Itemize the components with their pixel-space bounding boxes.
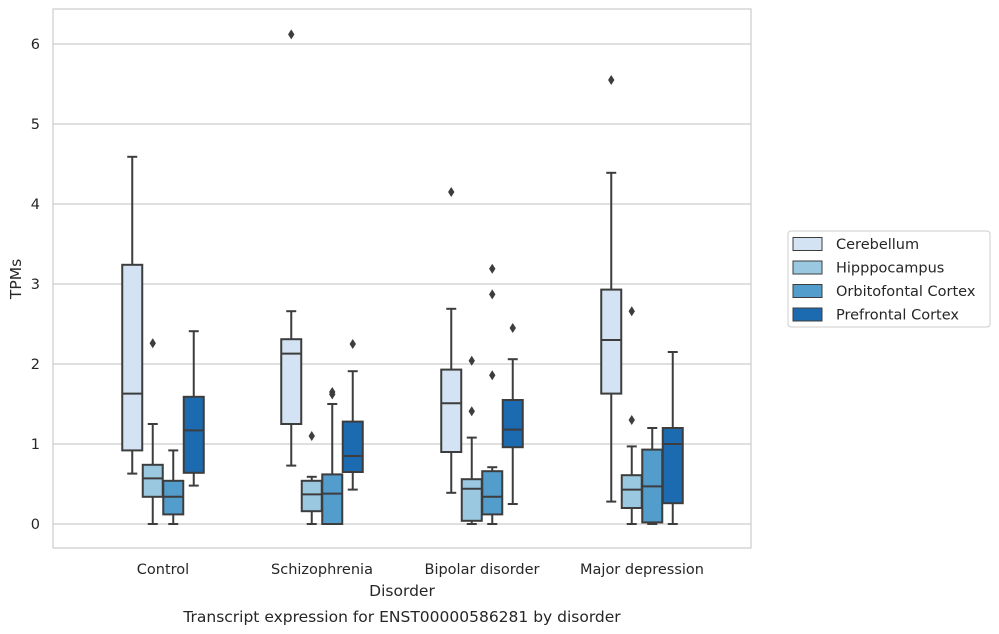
y-axis-label: TPMs xyxy=(7,259,25,300)
outlier-point xyxy=(628,415,635,425)
box xyxy=(440,187,463,494)
legend-swatch xyxy=(792,307,823,322)
y-tick-label: 6 xyxy=(31,37,40,53)
y-tick-label: 0 xyxy=(31,517,40,533)
box xyxy=(600,75,623,503)
box xyxy=(341,339,364,491)
box xyxy=(280,29,303,467)
outlier-point xyxy=(509,323,516,333)
x-tick-label: Bipolar disorder xyxy=(425,562,540,578)
box-body xyxy=(460,478,483,522)
box-body xyxy=(501,399,524,449)
legend-label: Hipppocampus xyxy=(836,261,944,277)
box-body xyxy=(280,338,303,426)
x-axis-label: Disorder xyxy=(369,582,435,600)
legend: Cerebellum Hipppocampus Orbitofontal Corte… xyxy=(787,230,991,328)
box-body xyxy=(341,420,364,474)
outlier-point xyxy=(308,431,315,441)
box xyxy=(321,387,344,525)
plot-area-frame xyxy=(52,8,752,549)
outlier-point xyxy=(489,370,496,381)
box-body xyxy=(661,427,684,505)
box-body xyxy=(121,263,144,452)
box-body xyxy=(321,473,344,525)
outlier-point xyxy=(448,187,455,197)
box xyxy=(121,155,144,475)
box xyxy=(501,323,524,505)
box-body xyxy=(440,368,463,454)
outlier-point xyxy=(489,289,496,300)
outlier-point xyxy=(329,387,336,397)
box xyxy=(661,351,684,525)
series-orbitofontal-cortex xyxy=(162,263,664,525)
legend-swatch xyxy=(792,284,823,298)
box-body xyxy=(481,470,504,516)
series-hipppocampus xyxy=(141,306,643,525)
outlier-point xyxy=(608,75,615,85)
y-tick-label: 2 xyxy=(31,357,40,373)
legend-label: Orbitofontal Cortex xyxy=(836,284,976,300)
box xyxy=(182,330,205,487)
chart-caption: Transcript expression for ENST0000058628… xyxy=(182,608,621,626)
x-tick-label: Major depression xyxy=(580,562,704,578)
y-tick-label: 4 xyxy=(31,197,40,213)
gridlines xyxy=(53,43,751,525)
y-tick-label: 5 xyxy=(31,117,40,133)
outlier-point xyxy=(489,263,496,274)
outlier-point xyxy=(149,338,156,349)
x-axis-ticks: Control Schizophrenia Bipolar disorder Majo… xyxy=(137,562,704,578)
legend-swatch xyxy=(792,237,823,251)
box-series xyxy=(121,29,684,525)
box-body xyxy=(300,479,323,513)
box xyxy=(460,355,483,525)
box-body xyxy=(600,288,623,395)
outlier-point xyxy=(468,355,475,366)
outlier-point xyxy=(468,406,475,417)
box xyxy=(300,431,323,525)
box xyxy=(141,338,164,525)
box xyxy=(481,263,504,525)
y-tick-label: 1 xyxy=(31,437,40,453)
x-tick-label: Control xyxy=(137,562,189,578)
box xyxy=(162,449,185,525)
y-tick-label: 3 xyxy=(31,277,40,293)
x-tick-label: Schizophrenia xyxy=(271,562,373,578)
box xyxy=(620,306,643,525)
legend-swatch xyxy=(792,260,823,275)
legend-label: Prefrontal Cortex xyxy=(836,308,959,324)
series-cerebellum xyxy=(121,29,623,503)
legend-frame xyxy=(787,230,991,328)
series-prefrontal-cortex xyxy=(182,323,684,525)
box-body xyxy=(182,395,205,474)
legend-label: Cerebellum xyxy=(836,237,919,253)
outlier-point xyxy=(628,306,635,317)
y-axis-ticks: 0 1 2 3 4 5 6 xyxy=(31,37,40,533)
outlier-point xyxy=(349,339,356,349)
box xyxy=(641,427,664,525)
box-body xyxy=(620,474,643,510)
box-body xyxy=(141,463,164,498)
outlier-point xyxy=(288,29,295,40)
